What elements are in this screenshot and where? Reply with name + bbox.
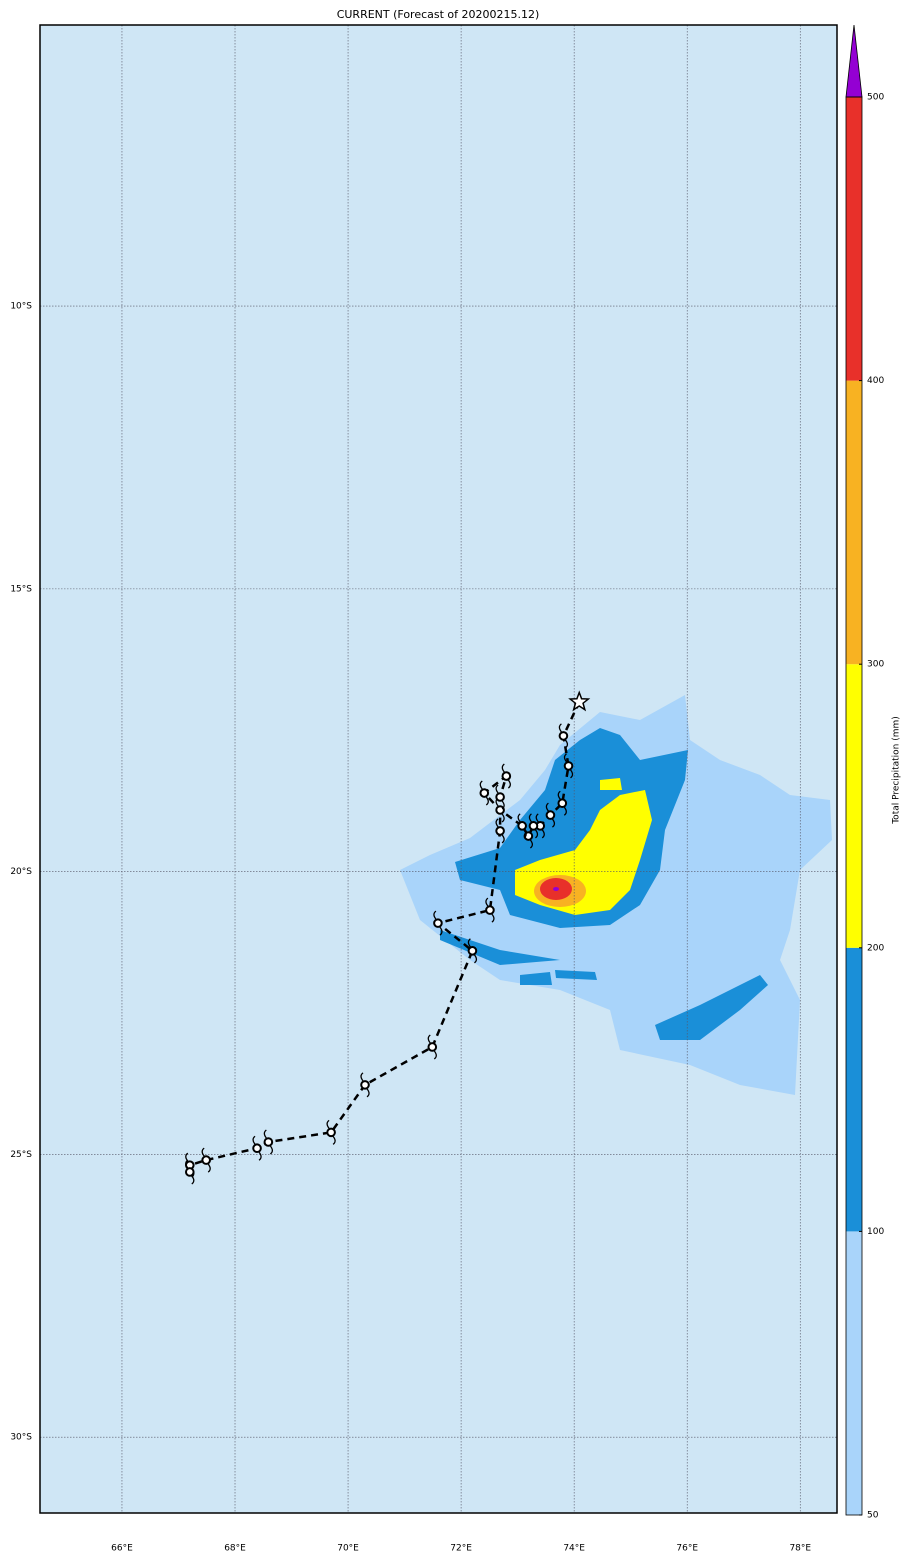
- x-tick-label: 76°E: [676, 1544, 698, 1554]
- cyclone-symbol: [485, 897, 495, 923]
- x-tick-label: 66°E: [111, 1544, 133, 1554]
- x-tick-label: 74°E: [563, 1544, 585, 1554]
- cyclone-symbol: [326, 1119, 336, 1145]
- track-point: [495, 792, 505, 802]
- track-point: [360, 1080, 370, 1090]
- track-point: [495, 826, 505, 836]
- cyclone-symbol: [185, 1159, 195, 1185]
- cyclone-symbol: [501, 763, 511, 789]
- cyclone-symbol: [545, 802, 556, 828]
- cyclone-symbol: [360, 1072, 370, 1098]
- track-point: [495, 805, 505, 815]
- cyclone-symbol: [427, 1034, 437, 1060]
- precipitation-contours: [400, 695, 832, 1095]
- y-tick-label: 10°S: [10, 302, 32, 312]
- colorbar-tick-label: 400: [867, 376, 884, 386]
- track-point: [501, 771, 512, 781]
- colorbar-tick-label: 50: [867, 1511, 879, 1521]
- map-title: CURRENT (Forecast of 20200215.12): [337, 8, 540, 21]
- track-point: [563, 761, 574, 771]
- track: [184, 690, 591, 1185]
- y-tick-label: 25°S: [10, 1150, 32, 1160]
- cyclone-symbol: [558, 723, 569, 749]
- track-point: [201, 1155, 211, 1165]
- cyclone-symbol: [467, 938, 478, 964]
- track-point: [467, 946, 478, 956]
- track-point: [557, 798, 568, 809]
- cyclone-symbol: [557, 790, 567, 816]
- cyclone-symbol: [479, 780, 489, 806]
- contour-500: [553, 887, 559, 891]
- cyclone-symbol: [433, 910, 443, 936]
- track-point: [479, 788, 490, 798]
- cyclone-symbol: [201, 1147, 211, 1173]
- x-tick-label: 70°E: [337, 1544, 359, 1554]
- y-tick-label: 20°S: [10, 867, 32, 877]
- x-tick-label: 78°E: [789, 1544, 811, 1554]
- cyclone-symbol: [517, 813, 527, 839]
- track-point: [184, 1167, 195, 1177]
- grid: [40, 25, 837, 1513]
- x-tick-label: 68°E: [224, 1544, 246, 1554]
- cyclone-symbol: [263, 1129, 274, 1155]
- track-point: [252, 1143, 262, 1154]
- track-point: [485, 905, 495, 915]
- colorbar-tick-label: 300: [867, 660, 884, 670]
- colorbar-frame: [845, 96, 863, 1516]
- colorbar-tick-label: 100: [867, 1227, 884, 1237]
- cyclone-symbol: [535, 813, 545, 839]
- cyclone-symbol: [528, 813, 539, 839]
- cyclone-symbol: [252, 1135, 262, 1161]
- track-point: [517, 821, 527, 831]
- y-tick-label: 30°S: [10, 1433, 32, 1443]
- track-point: [326, 1127, 336, 1138]
- cyclone-symbol: [495, 784, 505, 810]
- track-point: [433, 918, 443, 928]
- colorbar-tick-label: 200: [867, 943, 884, 953]
- colorbar-tick-label: 500: [867, 93, 884, 103]
- y-tick-label: 15°S: [10, 584, 32, 594]
- map-frame: [39, 24, 838, 1514]
- cyclone-symbol: [495, 818, 505, 844]
- track-point: [427, 1042, 438, 1052]
- x-tick-label: 72°E: [450, 1544, 472, 1554]
- cyclone-symbol: [563, 753, 574, 779]
- colorbar-segment: [846, 664, 862, 948]
- colorbar: 50 100 200 300 400 500: [845, 24, 884, 1521]
- track-point: [528, 821, 539, 831]
- colorbar-segment: [846, 947, 862, 1232]
- track-start-star: [568, 690, 591, 712]
- track-point: [263, 1137, 274, 1147]
- track-point: [558, 731, 569, 741]
- colorbar-segment: [846, 1231, 862, 1515]
- colorbar-label: Total Precipitation (mm): [892, 716, 902, 825]
- colorbar-segment: [846, 97, 862, 381]
- track-point: [545, 810, 556, 820]
- colorbar-extend: [845, 24, 863, 98]
- colorbar-segment: [846, 380, 862, 665]
